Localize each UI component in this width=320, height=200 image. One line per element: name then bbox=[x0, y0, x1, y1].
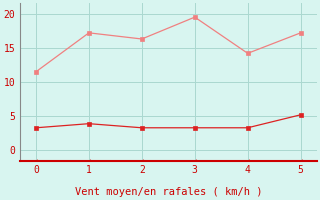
Text: →: → bbox=[298, 156, 303, 165]
Text: →: → bbox=[140, 156, 144, 165]
Text: →: → bbox=[192, 156, 197, 165]
Text: →: → bbox=[87, 156, 91, 165]
X-axis label: Vent moyen/en rafales ( km/h ): Vent moyen/en rafales ( km/h ) bbox=[75, 187, 262, 197]
Text: →: → bbox=[245, 156, 250, 165]
Text: →: → bbox=[34, 156, 38, 165]
